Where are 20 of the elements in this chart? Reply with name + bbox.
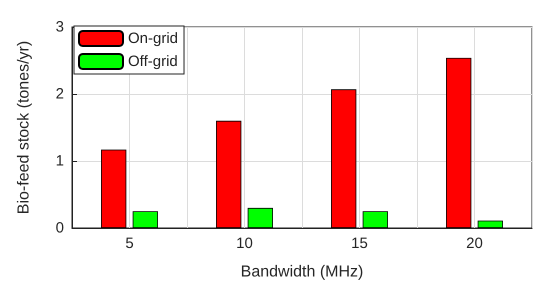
y-tick-label: 1 [56, 152, 64, 170]
y-axis-title: Bio-feed stock (tones/yr) [16, 40, 32, 214]
bar [132, 211, 158, 228]
legend-label: On-grid [128, 30, 178, 47]
x-tick-label: 10 [236, 235, 253, 252]
y-tick-label: 0 [56, 220, 64, 236]
x-tick-label: 5 [125, 235, 134, 252]
bar [331, 89, 356, 228]
bar [362, 211, 388, 228]
y-tick-label: 2 [56, 86, 64, 102]
legend-label: Off-grid [128, 53, 178, 70]
x-tick-label: 20 [466, 235, 483, 252]
bar [478, 220, 503, 228]
bar [216, 120, 242, 228]
x-tick-label: 15 [351, 235, 368, 252]
x-axis-title: Bandwidth (MHz) [240, 264, 364, 280]
bar [248, 208, 273, 228]
bar [101, 150, 126, 228]
bar [446, 58, 472, 228]
y-tick-label: 3 [56, 18, 64, 36]
